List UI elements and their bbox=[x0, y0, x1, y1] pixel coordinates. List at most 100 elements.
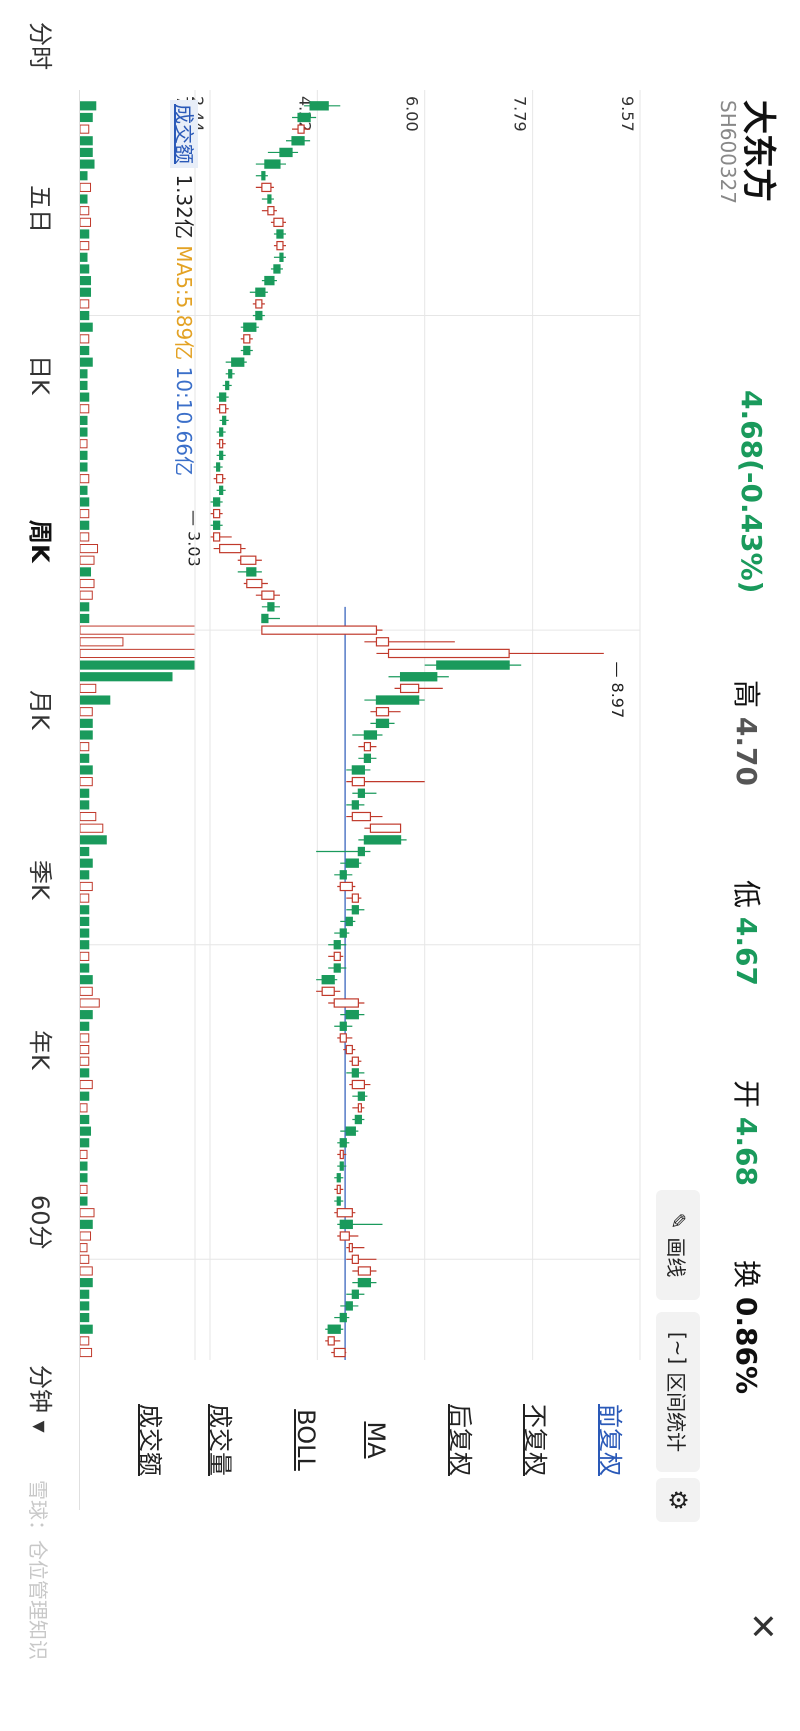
indicator-option-3[interactable]: MA bbox=[362, 1421, 390, 1459]
volume-bar bbox=[79, 730, 93, 740]
volume-bar bbox=[79, 788, 90, 798]
candle-body bbox=[276, 240, 284, 251]
high-value: 4.70 bbox=[730, 716, 763, 787]
candle-body bbox=[399, 672, 438, 682]
candle-body bbox=[213, 532, 221, 542]
volume-bar bbox=[79, 1184, 88, 1194]
volume-bar bbox=[79, 602, 90, 612]
volume-bar bbox=[79, 206, 90, 216]
tab-3[interactable]: 周K bbox=[26, 520, 54, 563]
indicator-option-6[interactable]: 成交额 bbox=[136, 1404, 164, 1476]
volume-bar bbox=[79, 1161, 88, 1171]
volume-legend-name[interactable]: 成交额 bbox=[170, 100, 198, 168]
indicator-option-2[interactable]: 后复权 bbox=[446, 1404, 474, 1476]
volume-bar bbox=[79, 742, 90, 752]
candle-body bbox=[264, 275, 275, 286]
volume-bar bbox=[79, 986, 93, 996]
draw-line-button[interactable]: ✎ 画线 bbox=[656, 1190, 700, 1300]
tab-0[interactable]: 分时 bbox=[26, 22, 54, 70]
candle-body bbox=[231, 357, 245, 367]
volume-bar bbox=[79, 800, 90, 810]
volume-bar bbox=[79, 124, 90, 134]
tab-2[interactable]: 日K bbox=[26, 355, 54, 395]
range-stat-button[interactable]: [~] 区间统计 bbox=[656, 1312, 700, 1472]
volume-legend-value: 1.32亿 bbox=[172, 174, 196, 239]
volume-bar bbox=[79, 1126, 92, 1136]
candle-body bbox=[336, 1173, 341, 1183]
volume-bar bbox=[79, 474, 90, 484]
turnover-value: 0.86% bbox=[730, 1296, 763, 1395]
indicator-option-5[interactable]: 成交量 bbox=[206, 1404, 234, 1476]
volume-bar bbox=[79, 578, 95, 589]
volume-bar bbox=[79, 905, 90, 915]
date-tick-label: 2024-09 bbox=[70, 598, 72, 661]
volume-bar bbox=[79, 147, 93, 158]
volume-bar bbox=[79, 485, 88, 495]
settings-gear-icon[interactable]: ⚙ bbox=[656, 1478, 700, 1522]
volume-bar bbox=[79, 1266, 93, 1276]
price-tick-label: 7.79 bbox=[511, 96, 530, 132]
tab-7[interactable]: 60分 bbox=[26, 1195, 54, 1250]
indicator-option-1[interactable]: 不复权 bbox=[521, 1404, 549, 1476]
candle-body bbox=[267, 602, 275, 612]
candle-body bbox=[279, 147, 293, 158]
volume-bar bbox=[79, 753, 90, 763]
candle-body bbox=[243, 345, 251, 356]
tab-1[interactable]: 五日 bbox=[26, 185, 54, 233]
low-label: 低 bbox=[730, 880, 763, 909]
candle-body bbox=[246, 567, 257, 577]
candle-body bbox=[363, 753, 372, 763]
candle-body bbox=[339, 1138, 347, 1148]
indicator-option-0[interactable]: 前复权 bbox=[596, 1404, 624, 1476]
candle-body bbox=[264, 159, 281, 169]
volume-bar bbox=[79, 299, 90, 309]
tab-4[interactable]: 月K bbox=[26, 690, 54, 730]
candle-body bbox=[336, 1208, 353, 1218]
volume-bar bbox=[79, 171, 88, 181]
candle-body bbox=[339, 1231, 350, 1241]
candle-body bbox=[273, 217, 284, 228]
candle-body bbox=[213, 497, 221, 507]
candle-body bbox=[387, 648, 510, 659]
volume-bar bbox=[79, 648, 196, 659]
candlestick-chart[interactable]: 9.577.796.004.222.442024-032024-092025-0… bbox=[70, 90, 650, 1360]
candle-body bbox=[261, 171, 266, 181]
candle-body bbox=[279, 252, 284, 262]
volume-bar bbox=[79, 450, 88, 460]
volume-bar bbox=[79, 1278, 93, 1288]
date-tick-label: 2024-03 bbox=[70, 284, 72, 347]
candle-body bbox=[228, 369, 233, 379]
candle-body bbox=[225, 380, 230, 391]
volume-bar bbox=[79, 136, 93, 146]
volume-bar bbox=[79, 322, 93, 332]
indicator-option-4[interactable]: BOLL bbox=[292, 1409, 320, 1471]
candle-body bbox=[243, 322, 257, 332]
volume-legend: 成交额 1.32亿 MA5:5.89亿 10:10.66亿 bbox=[170, 100, 200, 476]
candle-body bbox=[348, 1242, 353, 1253]
candle-body bbox=[345, 1044, 353, 1055]
volume-legend-ma5: MA5:5.89亿 bbox=[172, 245, 196, 361]
volume-bar bbox=[79, 613, 90, 624]
candle-body bbox=[375, 707, 390, 717]
close-icon[interactable]: ✕ bbox=[742, 1612, 782, 1641]
volume-bar bbox=[79, 916, 90, 927]
volume-bar bbox=[79, 1149, 88, 1160]
volume-bar bbox=[79, 1219, 93, 1229]
volume-bar bbox=[79, 835, 107, 845]
candle-body bbox=[339, 1021, 347, 1031]
volume-bar bbox=[79, 928, 90, 938]
candle-body bbox=[351, 1068, 359, 1078]
volume-bar bbox=[79, 1010, 93, 1020]
candle-body bbox=[273, 264, 281, 274]
volume-legend-ma10: 10:10.66亿 bbox=[172, 366, 196, 476]
candle-body bbox=[297, 112, 311, 123]
tab-5[interactable]: 季K bbox=[26, 860, 54, 900]
volume-bar bbox=[79, 660, 196, 670]
candle-body bbox=[327, 1324, 341, 1334]
candle-body bbox=[351, 765, 365, 775]
volume-bar bbox=[79, 1068, 90, 1078]
tab-8[interactable]: 分钟 ▾ bbox=[26, 1365, 54, 1433]
tab-6[interactable]: 年K bbox=[26, 1030, 54, 1070]
candle-body bbox=[255, 287, 266, 297]
stock-code: SH600327 bbox=[716, 100, 740, 205]
